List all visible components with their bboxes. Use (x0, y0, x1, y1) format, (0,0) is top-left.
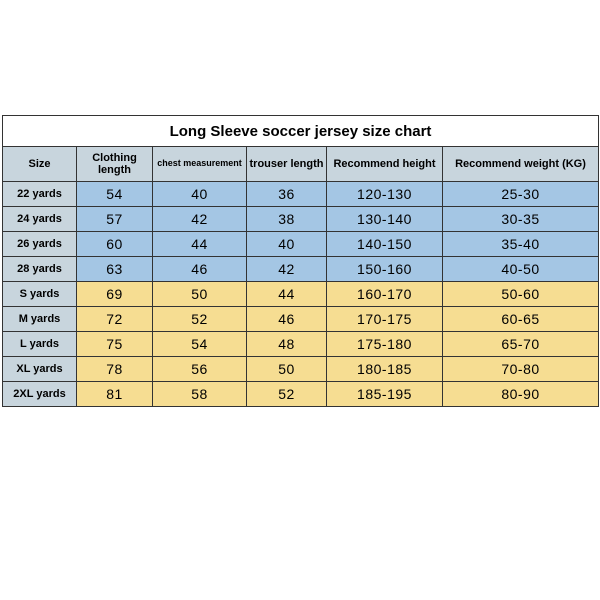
row-value: 50-60 (443, 282, 599, 307)
row-value: 180-185 (327, 357, 443, 382)
row-value: 56 (153, 357, 247, 382)
row-value: 40 (153, 182, 247, 207)
row-value: 54 (153, 332, 247, 357)
row-size-label: M yards (3, 307, 77, 332)
table-row: XL yards785650180-18570-80 (3, 357, 599, 382)
col-chest: chest measurement (153, 147, 247, 182)
row-size-label: 24 yards (3, 207, 77, 232)
table-row: 26 yards604440140-15035-40 (3, 232, 599, 257)
row-value: 60-65 (443, 307, 599, 332)
row-size-label: 2XL yards (3, 382, 77, 407)
row-value: 58 (153, 382, 247, 407)
row-value: 40 (247, 232, 327, 257)
row-value: 48 (247, 332, 327, 357)
row-value: 25-30 (443, 182, 599, 207)
row-size-label: XL yards (3, 357, 77, 382)
row-size-label: 28 yards (3, 257, 77, 282)
size-chart-table: Long Sleeve soccer jersey size chart Siz… (2, 115, 599, 407)
row-value: 130-140 (327, 207, 443, 232)
row-size-label: 22 yards (3, 182, 77, 207)
table-row: L yards755448175-18065-70 (3, 332, 599, 357)
table-row: M yards725246170-17560-65 (3, 307, 599, 332)
row-value: 160-170 (327, 282, 443, 307)
row-value: 52 (153, 307, 247, 332)
row-size-label: S yards (3, 282, 77, 307)
row-size-label: L yards (3, 332, 77, 357)
row-value: 42 (153, 207, 247, 232)
table-row: S yards695044160-17050-60 (3, 282, 599, 307)
row-value: 44 (153, 232, 247, 257)
row-value: 50 (153, 282, 247, 307)
col-clothing-length: Clothing length (77, 147, 153, 182)
row-value: 170-175 (327, 307, 443, 332)
col-size: Size (3, 147, 77, 182)
row-value: 46 (153, 257, 247, 282)
row-value: 36 (247, 182, 327, 207)
table-row: 24 yards574238130-14030-35 (3, 207, 599, 232)
row-size-label: 26 yards (3, 232, 77, 257)
row-value: 40-50 (443, 257, 599, 282)
row-value: 81 (77, 382, 153, 407)
row-value: 185-195 (327, 382, 443, 407)
row-value: 35-40 (443, 232, 599, 257)
row-value: 38 (247, 207, 327, 232)
row-value: 140-150 (327, 232, 443, 257)
col-rec-weight: Recommend weight (KG) (443, 147, 599, 182)
col-rec-height: Recommend height (327, 147, 443, 182)
title-row: Long Sleeve soccer jersey size chart (3, 116, 599, 147)
row-value: 78 (77, 357, 153, 382)
row-value: 63 (77, 257, 153, 282)
row-value: 175-180 (327, 332, 443, 357)
row-value: 120-130 (327, 182, 443, 207)
row-value: 52 (247, 382, 327, 407)
row-value: 80-90 (443, 382, 599, 407)
row-value: 75 (77, 332, 153, 357)
header-row: Size Clothing length chest measurement t… (3, 147, 599, 182)
table-row: 22 yards544036120-13025-30 (3, 182, 599, 207)
row-value: 42 (247, 257, 327, 282)
table-title: Long Sleeve soccer jersey size chart (3, 116, 599, 147)
row-value: 44 (247, 282, 327, 307)
row-value: 46 (247, 307, 327, 332)
table-row: 28 yards634642150-16040-50 (3, 257, 599, 282)
col-trouser-length: trouser length (247, 147, 327, 182)
row-value: 30-35 (443, 207, 599, 232)
size-chart-container: Long Sleeve soccer jersey size chart Siz… (0, 0, 600, 407)
row-value: 57 (77, 207, 153, 232)
row-value: 72 (77, 307, 153, 332)
table-row: 2XL yards815852185-19580-90 (3, 382, 599, 407)
row-value: 150-160 (327, 257, 443, 282)
row-value: 60 (77, 232, 153, 257)
row-value: 70-80 (443, 357, 599, 382)
row-value: 65-70 (443, 332, 599, 357)
row-value: 54 (77, 182, 153, 207)
row-value: 69 (77, 282, 153, 307)
row-value: 50 (247, 357, 327, 382)
